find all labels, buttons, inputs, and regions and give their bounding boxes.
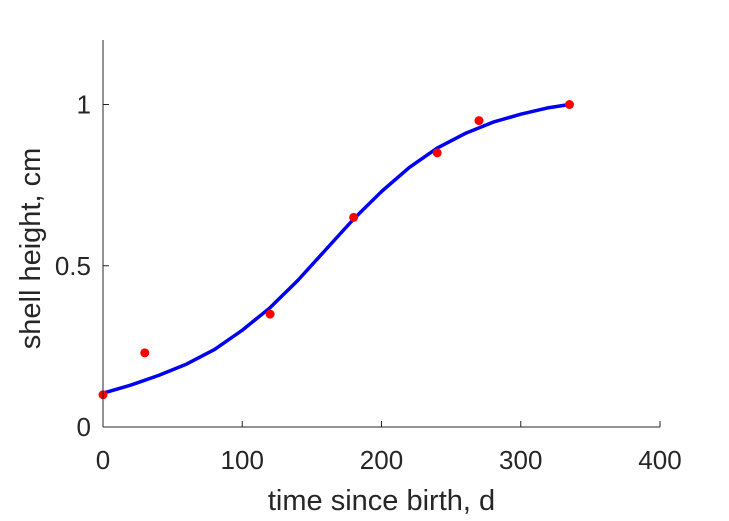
- data-point-5: [474, 116, 484, 126]
- data-point-2: [265, 309, 275, 319]
- x-tick-label-4: 400: [638, 445, 681, 475]
- x-axis-label: time since birth, d: [268, 485, 495, 517]
- y-tick-label-0: 0: [77, 412, 91, 442]
- y-tick-label-1: 0.5: [55, 251, 91, 281]
- data-point-1: [140, 348, 150, 358]
- y-tick-label-2: 1: [77, 90, 91, 120]
- data-point-6: [564, 100, 574, 109]
- data-point-3: [349, 212, 359, 222]
- data-point-4: [432, 148, 442, 158]
- y-ticks: 00.51: [55, 90, 109, 442]
- x-tick-label-1: 100: [221, 445, 264, 475]
- x-tick-label-2: 200: [360, 445, 403, 475]
- y-axis-label: shell height, cm: [15, 148, 47, 350]
- x-tick-label-3: 300: [499, 445, 542, 475]
- x-ticks: 0 100 200 300 400: [96, 421, 682, 475]
- plot-area: [98, 100, 574, 400]
- fit-curve-line: [101, 102, 572, 395]
- x-tick-label-0: 0: [96, 445, 110, 475]
